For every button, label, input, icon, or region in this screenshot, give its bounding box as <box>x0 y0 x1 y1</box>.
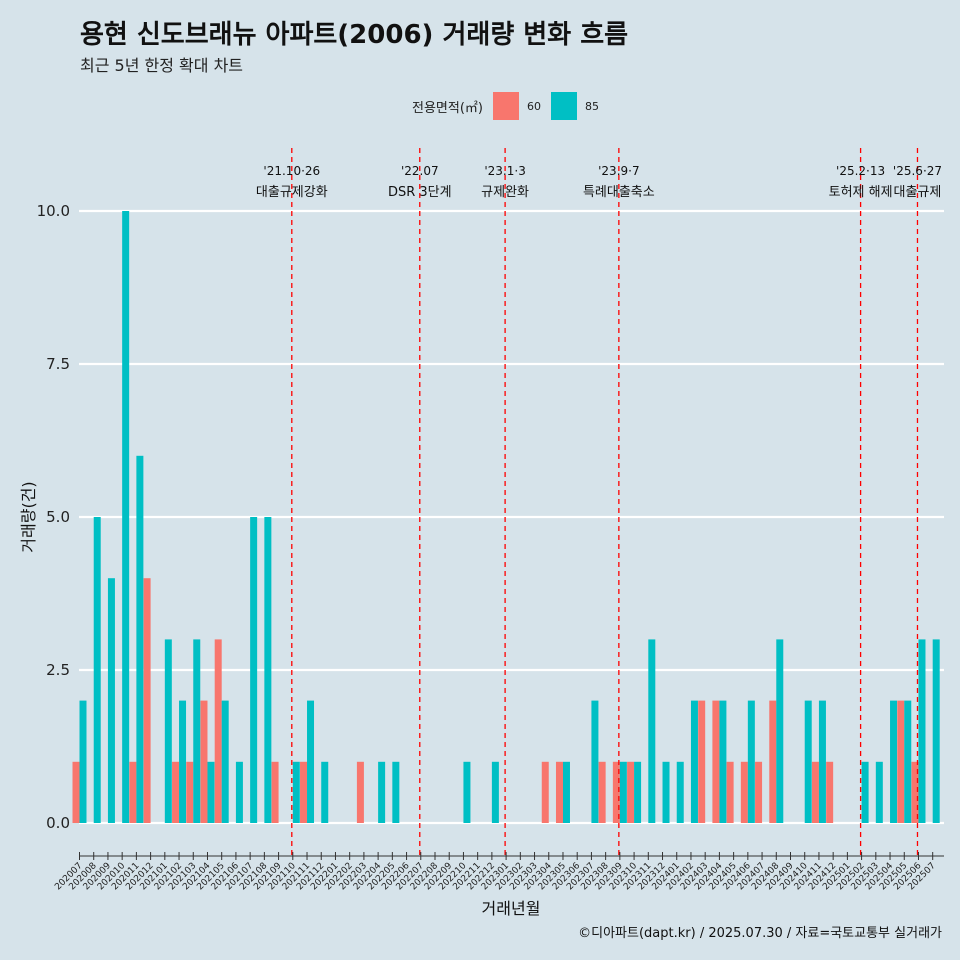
event-label: 토허제 해제 <box>829 185 893 200</box>
event-date: '22.07 <box>401 164 439 178</box>
bar-60-202304 <box>541 761 549 823</box>
bar-85-202105 <box>221 700 229 823</box>
bar-85-202107 <box>250 517 258 823</box>
bar-60-202104 <box>200 700 208 823</box>
bar-85-202007 <box>79 700 87 823</box>
bar-85-202104 <box>207 761 215 823</box>
bar-85-202103 <box>193 639 201 823</box>
bar-85-202408 <box>776 639 784 823</box>
bar-85-202212 <box>491 761 499 823</box>
bar-85-202311 <box>648 639 656 823</box>
bar-85-202108 <box>264 517 272 823</box>
caption: ©디아파트(dapt.kr) / 2025.07.30 / 자료=국토교통부 실… <box>578 926 942 941</box>
chart-subtitle: 최근 5년 한정 확대 차트 <box>80 56 244 75</box>
bar-60-202406 <box>740 761 748 823</box>
bar-60-202105 <box>214 639 222 823</box>
legend-key-85 <box>550 92 577 120</box>
bar-85-202307 <box>591 700 599 823</box>
y-tick-label: 0.0 <box>46 814 70 832</box>
bar-60-202012 <box>143 578 151 823</box>
bar-85-202506 <box>918 639 926 823</box>
bar-60-202305 <box>555 761 563 823</box>
bar-85-202305 <box>562 761 570 823</box>
event-date: '25.6·27 <box>893 164 942 178</box>
bar-60-202103 <box>186 761 194 823</box>
y-tick-label: 5.0 <box>46 508 70 526</box>
event-date: '23.1·3 <box>484 164 525 178</box>
bar-85-202310 <box>634 761 642 823</box>
bar-60-202203 <box>356 761 364 823</box>
bar-60-202111 <box>300 761 308 823</box>
bar-60-202408 <box>769 700 777 823</box>
bar-60-202505 <box>897 700 905 823</box>
y-tick-label: 2.5 <box>46 661 70 679</box>
y-axis-title: 거래량(건) <box>19 481 38 552</box>
bar-85-202010 <box>122 211 130 823</box>
bar-85-202009 <box>107 578 115 823</box>
bar-85-202101 <box>164 639 172 823</box>
event-label: DSR 3단계 <box>388 185 452 200</box>
bar-60-202007 <box>72 761 80 823</box>
bar-85-202406 <box>747 700 755 823</box>
legend-title: 전용면적(㎡) <box>412 100 483 116</box>
event-label: 대출규제강화 <box>256 185 328 200</box>
bar-85-202505 <box>904 700 912 823</box>
bar-85-202110 <box>292 761 300 823</box>
x-axis-title: 거래년월 <box>482 899 541 918</box>
event-date: '21.10·26 <box>263 164 320 178</box>
y-tick-label: 7.5 <box>46 355 70 373</box>
bar-60-202309 <box>612 761 620 823</box>
bar-85-202111 <box>307 700 315 823</box>
bar-60-202411 <box>811 761 819 823</box>
y-tick-label: 10.0 <box>37 202 70 220</box>
bar-60-202405 <box>726 761 734 823</box>
bar-60-202011 <box>129 761 137 823</box>
bar-85-202401 <box>676 761 684 823</box>
legend-key-60 <box>492 92 519 120</box>
bar-85-202309 <box>619 761 627 823</box>
bar-60-202404 <box>712 700 720 823</box>
chart-title: 용현 신도브래뉴 아파트(2006) 거래량 변화 흐름 <box>80 20 629 50</box>
event-label: 규제완화 <box>481 185 529 200</box>
bar-85-202503 <box>875 761 883 823</box>
bar-60-202403 <box>698 700 706 823</box>
bar-85-202112 <box>321 761 329 823</box>
bar-85-202011 <box>136 455 144 823</box>
bar-60-202412 <box>826 761 834 823</box>
bar-85-202102 <box>179 700 187 823</box>
event-label: 특례대출축소 <box>583 185 655 200</box>
bar-60-202506 <box>911 761 919 823</box>
bar-85-202205 <box>392 761 400 823</box>
bar-85-202204 <box>378 761 386 823</box>
bar-60-202109 <box>271 761 279 823</box>
event-date: '23.9·7 <box>598 164 639 178</box>
event-label: 대출규제 <box>894 185 942 200</box>
bar-60-202310 <box>627 761 635 823</box>
legend: 전용면적(㎡) 60 85 <box>412 92 609 120</box>
bar-85-202008 <box>93 517 101 823</box>
bar-85-202504 <box>890 700 898 823</box>
bar-85-202410 <box>804 700 812 823</box>
bar-60-202102 <box>172 761 180 823</box>
event-date: '25.2·13 <box>836 164 885 178</box>
bar-85-202312 <box>662 761 670 823</box>
bar-85-202106 <box>235 761 243 823</box>
bar-85-202502 <box>861 761 869 823</box>
bar-60-202407 <box>755 761 763 823</box>
bar-85-202411 <box>818 700 826 823</box>
bar-60-202308 <box>598 761 606 823</box>
bar-85-202404 <box>719 700 727 823</box>
bar-85-202507 <box>932 639 940 823</box>
legend-label-60: 60 <box>526 99 541 113</box>
legend-label-85: 85 <box>584 99 599 113</box>
bar-85-202210 <box>463 761 471 823</box>
bar-85-202402 <box>690 700 698 823</box>
